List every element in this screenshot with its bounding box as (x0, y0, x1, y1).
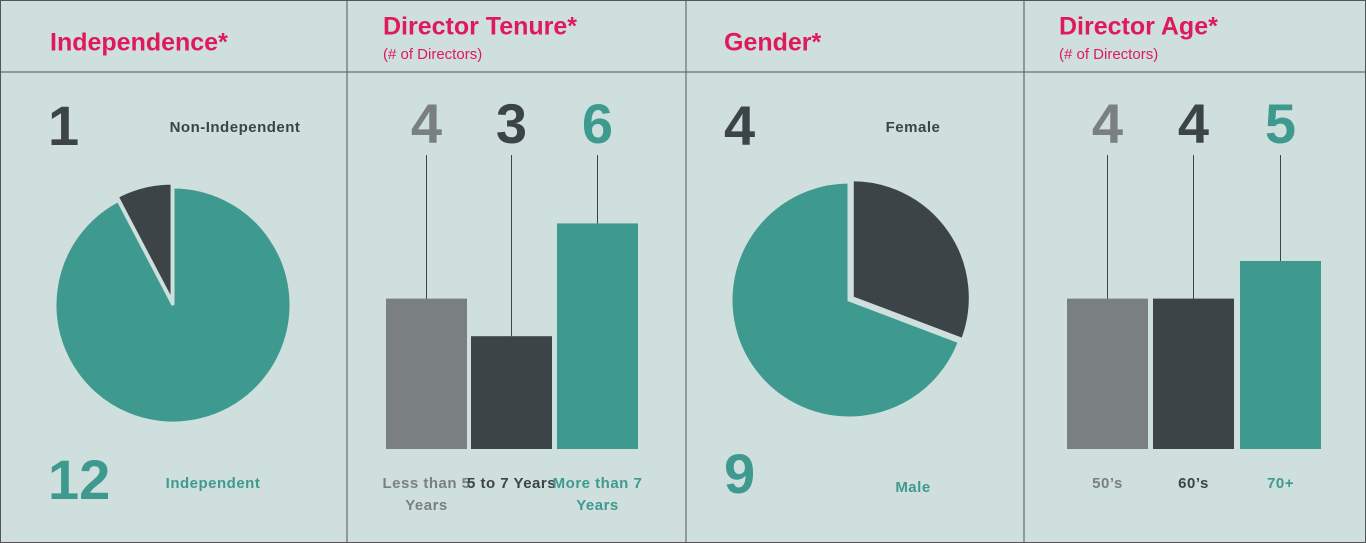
value-label: 5 (1265, 92, 1296, 155)
chart-title: Independence* (50, 29, 228, 57)
value-label: 4 (724, 94, 755, 157)
chart-subtitle: (# of Directors) (383, 46, 482, 63)
bar (386, 298, 467, 449)
value-label: 4 (1178, 92, 1209, 155)
bar (1240, 261, 1321, 449)
chart-title: Director Tenure* (383, 13, 577, 41)
pie-slice (729, 180, 962, 420)
value-label: 4 (1092, 92, 1123, 155)
category-label: 50’s (1092, 475, 1123, 492)
value-label: 6 (582, 92, 613, 155)
category-label: Male (895, 479, 930, 496)
bar (471, 336, 552, 449)
category-label: Independent (166, 475, 261, 492)
value-label: 9 (724, 442, 755, 505)
category-label: 5 to 7 Years (466, 475, 557, 492)
value-label: 3 (496, 92, 527, 155)
category-label: 70+ (1267, 475, 1294, 492)
bar (557, 223, 638, 449)
value-label: 12 (48, 448, 110, 511)
category-label: Female (886, 119, 941, 136)
value-label: 1 (48, 94, 79, 157)
pie-slice (850, 178, 972, 342)
chart-subtitle: (# of Directors) (1059, 46, 1158, 63)
pie-slice (115, 181, 174, 302)
chart-title: Gender* (724, 29, 822, 57)
bar (1153, 298, 1234, 449)
category-label: Less than 5 Years (382, 475, 471, 514)
category-label: Non-Independent (170, 119, 301, 136)
category-label: More than 7 Years (552, 475, 643, 514)
chart-title: Director Age* (1059, 13, 1218, 41)
value-label: 4 (411, 92, 442, 155)
bar (1067, 298, 1148, 449)
pie-slice (53, 185, 293, 425)
category-label: 60’s (1178, 475, 1209, 492)
